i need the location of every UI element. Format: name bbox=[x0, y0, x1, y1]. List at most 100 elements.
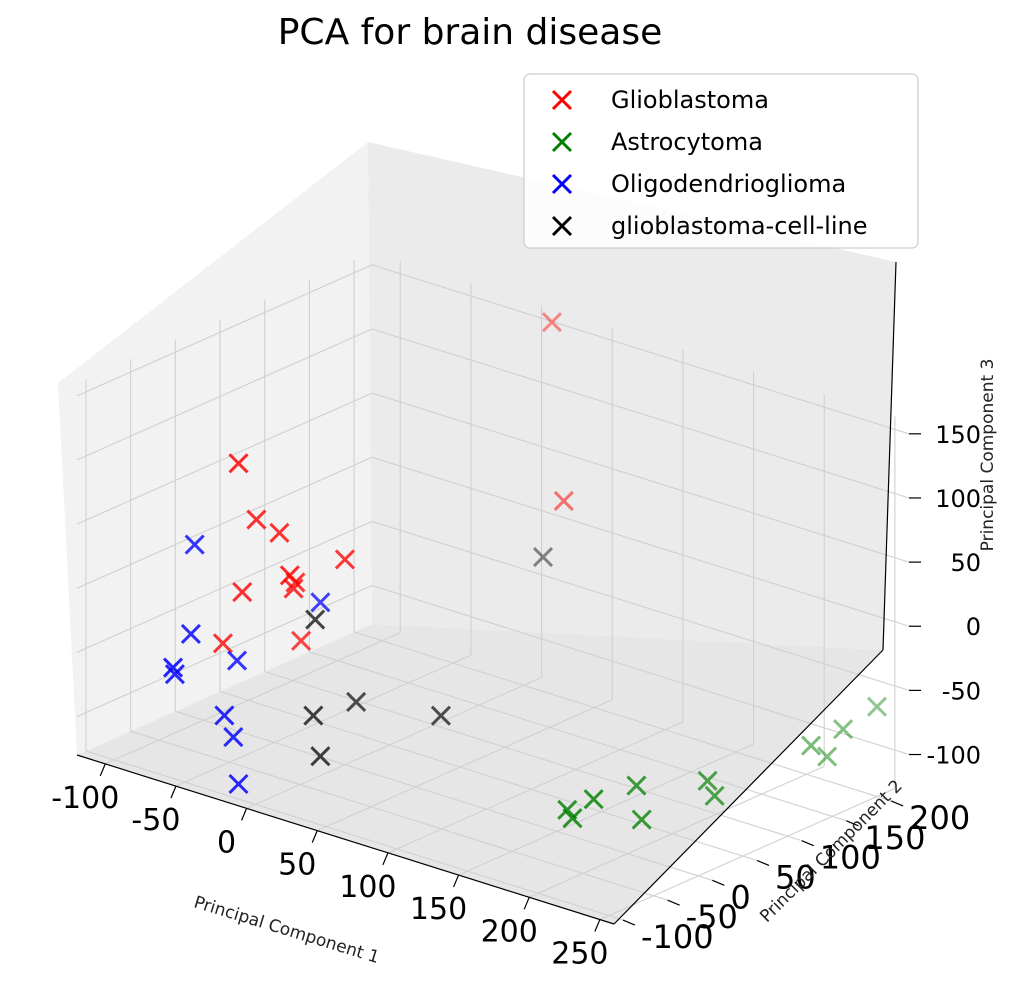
x-grid-floor bbox=[105, 632, 401, 765]
y-tick-mark bbox=[846, 820, 859, 827]
legend-marker bbox=[551, 131, 573, 153]
data-point-marker bbox=[553, 490, 574, 512]
x-grid-floor bbox=[387, 721, 684, 854]
data-point-marker bbox=[269, 522, 290, 543]
y-grid-floor bbox=[130, 730, 668, 901]
data-point-marker bbox=[697, 770, 718, 791]
data-point-marker bbox=[212, 633, 233, 654]
z-grid-left bbox=[76, 392, 373, 525]
marker-stroke bbox=[305, 609, 326, 630]
data-point-marker bbox=[583, 789, 604, 810]
y-tick-mark bbox=[622, 919, 636, 926]
marker-stroke bbox=[162, 657, 184, 678]
data-point-marker bbox=[228, 773, 249, 795]
y-tick-mark bbox=[667, 899, 680, 906]
data-point-marker bbox=[801, 735, 822, 756]
legend-entry: Oligodendrioglioma bbox=[551, 170, 846, 198]
chart-title: PCA for brain disease bbox=[278, 12, 663, 53]
x-axis-line bbox=[76, 754, 615, 925]
z-grid-back bbox=[371, 392, 910, 563]
z-grid-back bbox=[371, 584, 910, 756]
data-point-marker bbox=[817, 746, 838, 767]
legend-label: glioblastoma-cell-line bbox=[611, 212, 867, 240]
data-point-marker bbox=[346, 691, 367, 712]
marker-stroke bbox=[631, 809, 652, 830]
x-tick-label: 0 bbox=[217, 825, 236, 860]
marker-stroke bbox=[303, 705, 324, 726]
x-grid-floor bbox=[246, 676, 542, 809]
z-grid-left bbox=[76, 264, 373, 397]
y-tick-label: 100 bbox=[820, 839, 881, 877]
legend-label: Astrocytoma bbox=[611, 128, 763, 156]
marker-stroke bbox=[228, 453, 249, 474]
data-point-marker bbox=[334, 549, 355, 570]
marker-stroke bbox=[801, 735, 822, 756]
x-grid-floor bbox=[528, 765, 825, 898]
y-axis-line bbox=[613, 649, 884, 925]
z-tick-label: -100 bbox=[927, 742, 981, 770]
data-point-marker bbox=[704, 785, 725, 806]
x-grid-floor bbox=[317, 699, 613, 832]
marker-stroke bbox=[228, 773, 249, 795]
x-tick-label: 200 bbox=[481, 914, 538, 949]
marker-stroke bbox=[223, 727, 244, 748]
y-tick-label: -50 bbox=[686, 898, 738, 936]
z-tick-label: 100 bbox=[935, 485, 981, 513]
legend-label: Glioblastoma bbox=[611, 86, 769, 114]
z-tick-label: 150 bbox=[935, 421, 981, 449]
data-point-marker bbox=[283, 578, 304, 599]
z-tick-label: 50 bbox=[950, 549, 981, 577]
data-point-marker bbox=[626, 775, 647, 796]
x-tick-label: 100 bbox=[339, 870, 396, 905]
legend-label: Oligodendrioglioma bbox=[611, 170, 846, 198]
marker-stroke bbox=[246, 509, 267, 530]
marker-stroke bbox=[532, 547, 554, 568]
y-grid-floor bbox=[353, 631, 892, 802]
data-point-marker bbox=[430, 705, 452, 726]
legend-entry: Astrocytoma bbox=[551, 128, 763, 156]
data-point-marker bbox=[226, 650, 248, 671]
data-point-marker bbox=[232, 581, 253, 603]
legend-entry: glioblastoma-cell-line bbox=[551, 212, 867, 240]
z-grid-back bbox=[371, 520, 910, 691]
marker-stroke bbox=[310, 746, 331, 767]
data-point-marker bbox=[562, 808, 583, 829]
data-point-marker bbox=[164, 664, 185, 685]
x-tick-label: -100 bbox=[51, 781, 119, 816]
legend: Glioblastoma Astrocytoma Oligodendriogliom… bbox=[523, 73, 919, 249]
marker-stroke bbox=[164, 664, 185, 685]
marker-stroke bbox=[269, 522, 290, 543]
marker-stroke bbox=[430, 705, 452, 726]
marker-stroke bbox=[283, 578, 304, 599]
y-tick-mark bbox=[756, 859, 770, 867]
data-point-marker bbox=[180, 623, 201, 645]
x-tick-mark bbox=[452, 874, 460, 888]
data-point-marker bbox=[305, 609, 326, 630]
data-points bbox=[162, 312, 888, 830]
marker-stroke bbox=[833, 719, 854, 740]
marker-stroke bbox=[285, 572, 306, 593]
x-tick-mark bbox=[382, 852, 389, 866]
x-tick-label: 50 bbox=[278, 848, 316, 883]
x-tick-label: -50 bbox=[131, 803, 180, 838]
marker-stroke bbox=[232, 581, 253, 603]
data-point-marker bbox=[541, 312, 563, 333]
z-grid-left bbox=[76, 520, 373, 653]
x-tick-mark bbox=[99, 763, 106, 777]
z-grid-left bbox=[76, 456, 373, 589]
marker-stroke bbox=[817, 746, 838, 767]
data-point-marker bbox=[223, 727, 244, 748]
z-grid-left bbox=[76, 585, 373, 718]
legend-marker bbox=[551, 89, 573, 111]
left-pane bbox=[58, 142, 372, 755]
x-tick-mark bbox=[594, 919, 601, 932]
y-grid-floor bbox=[85, 750, 624, 921]
marker-stroke bbox=[562, 808, 583, 829]
data-point-marker bbox=[285, 572, 306, 593]
data-point-marker bbox=[291, 630, 312, 651]
z-grid-left bbox=[76, 328, 373, 461]
x-tick-label: 250 bbox=[551, 937, 608, 972]
y-tick-label: 0 bbox=[730, 878, 750, 916]
y-grid-floor bbox=[175, 710, 713, 881]
